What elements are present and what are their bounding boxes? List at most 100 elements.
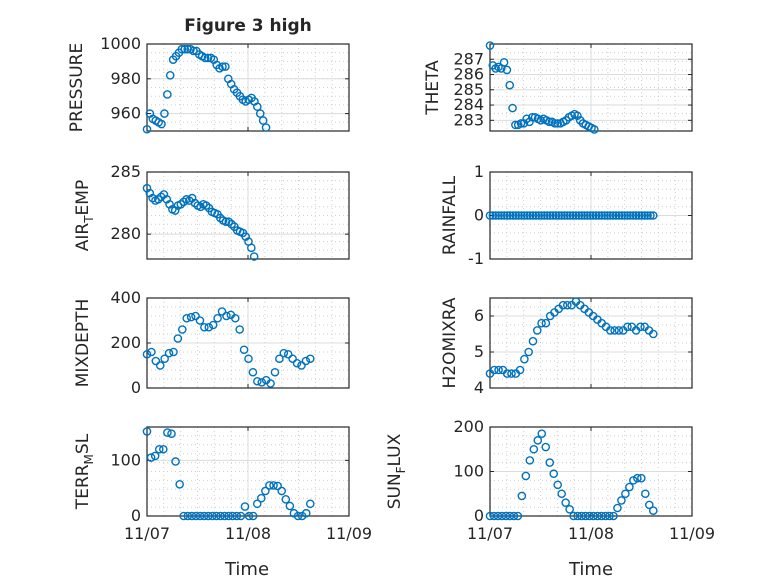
data-point (305, 499, 315, 509)
data-point (541, 318, 551, 328)
data-point (532, 326, 542, 335)
data-point (645, 500, 654, 510)
data-point (594, 211, 604, 220)
y-tick-label: 287 (453, 49, 484, 68)
y-axis-label: RAINFALL (440, 175, 460, 255)
data-point (220, 511, 229, 521)
data-point (522, 211, 532, 220)
y-tick-label: 0 (131, 378, 141, 397)
data-point (277, 486, 287, 496)
data-point (569, 511, 578, 521)
data-point (494, 365, 503, 375)
data-point (585, 511, 594, 521)
data-point (551, 211, 561, 220)
data-point (574, 211, 584, 220)
data-point (527, 112, 537, 122)
data-point (520, 211, 529, 220)
data-point (606, 326, 615, 335)
subplot-sun_flux: 0 100 200 11/07 11/08 11/09 SUNFLUX (385, 417, 715, 543)
data-point (550, 119, 560, 128)
data-point (583, 211, 592, 220)
data-point (235, 325, 244, 334)
data-point (301, 508, 311, 518)
data-point (212, 511, 221, 521)
y-tick-label: 0 (474, 206, 484, 225)
data-point (208, 511, 217, 521)
data-point (611, 211, 621, 220)
data-point (159, 444, 168, 454)
data-point (200, 53, 210, 63)
data-point (531, 211, 541, 220)
data-point (525, 456, 535, 465)
y-axis-label: AIRTEMP (73, 180, 96, 251)
data-point (623, 211, 632, 220)
data-point (499, 58, 509, 67)
data-point (281, 495, 291, 504)
data-point (516, 119, 526, 128)
y-axis-label: SUNFLUX (385, 433, 408, 509)
data-point (261, 486, 270, 496)
y-tick-label: 283 (453, 110, 484, 129)
data-point (485, 211, 495, 220)
data-point (529, 444, 539, 454)
data-point (513, 511, 523, 521)
data-point (606, 211, 615, 220)
data-point (528, 336, 538, 346)
y-tick-label: 285 (453, 80, 484, 99)
y-tick-label: 0 (131, 506, 141, 525)
y-tick-label: 100 (110, 450, 141, 469)
data-point (537, 318, 546, 328)
data-point (200, 322, 209, 332)
data-point (563, 300, 572, 310)
data-point (258, 116, 268, 125)
data-point (565, 505, 574, 514)
subplot-air_temp: 280 285 AIRTEMP (73, 162, 350, 261)
data-point (528, 211, 538, 220)
data-point (631, 211, 641, 220)
data-point (591, 211, 601, 220)
data-point (147, 347, 156, 357)
data-point (558, 300, 568, 310)
data-point (255, 109, 265, 118)
data-point (505, 211, 515, 220)
data-point (636, 322, 645, 332)
data-point (541, 442, 551, 452)
data-point (270, 367, 280, 377)
data-point (597, 211, 607, 220)
data-point (182, 313, 192, 323)
data-point (173, 334, 183, 343)
data-point (489, 511, 499, 521)
data-point (537, 211, 546, 220)
data-point (165, 71, 175, 80)
y-tick-label: 285 (110, 162, 141, 181)
data-point (279, 348, 289, 358)
data-point (515, 365, 525, 375)
data-point (142, 349, 152, 359)
y-tick-label: 280 (110, 224, 141, 243)
y-tick-label: 400 (110, 288, 141, 307)
y-tick-label: 200 (110, 333, 141, 352)
data-point (517, 211, 526, 220)
data-point (601, 511, 610, 521)
x-tick-label: 11/07 (124, 524, 170, 543)
data-point (581, 511, 590, 521)
data-point (637, 211, 647, 220)
data-point (163, 428, 172, 437)
data-point (626, 211, 635, 220)
y-tick-label: 286 (453, 65, 484, 84)
data-point (610, 326, 619, 335)
data-point (603, 211, 612, 220)
data-point (537, 429, 547, 438)
data-point (577, 211, 586, 220)
data-point (514, 211, 523, 220)
data-point (597, 511, 606, 521)
data-point (521, 471, 531, 481)
x-axis-label-left: Time (224, 559, 269, 580)
data-point (203, 511, 213, 521)
data-point (568, 211, 578, 220)
data-point (151, 356, 161, 366)
y-tick-label: 100 (453, 462, 484, 481)
data-point (283, 349, 293, 359)
data-point (620, 211, 629, 220)
data-point (204, 322, 214, 332)
